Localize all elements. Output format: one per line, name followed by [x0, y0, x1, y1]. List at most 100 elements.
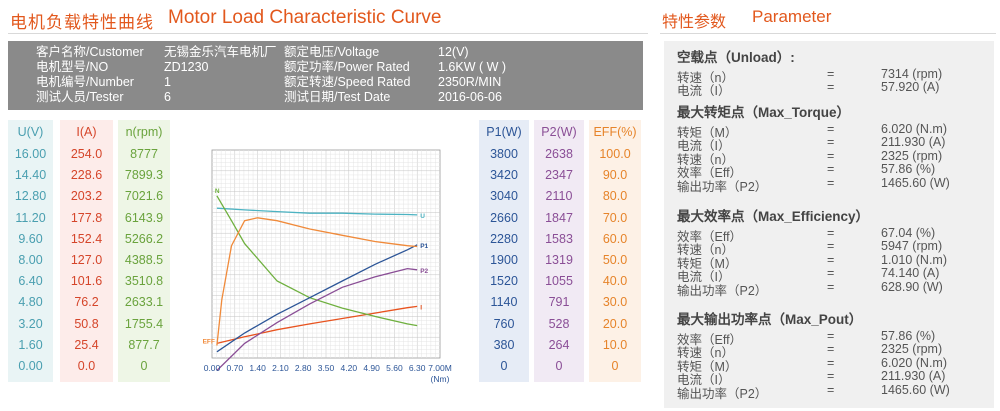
speed-label: 额定转速/Speed Rated: [284, 75, 411, 89]
parameter-key: 输出功率（P2）: [677, 283, 768, 298]
parameter-equals: =: [827, 122, 835, 136]
parameter-equals: =: [827, 148, 835, 163]
parameter-title-cn: 特性参数: [662, 14, 727, 31]
eff-scale-value: 90.0: [602, 168, 628, 183]
p1-scale-value: 2660: [490, 210, 518, 225]
chart-series: I U N P1 P2 EFF: [203, 188, 429, 371]
output-power-scale-column: P2(W) 2638 2347 2110 1847 1583 1319 1055 791 528 2…: [534, 120, 584, 382]
p1-scale-value: 1140: [490, 295, 518, 310]
tester-value: 6: [164, 90, 171, 104]
parameter-key: 转矩（M）: [677, 256, 738, 271]
power-value: 1.6KW ( W ): [438, 60, 507, 74]
parameter-key: 转速（n）: [677, 152, 734, 167]
parameter-value: 5947 (rpm): [881, 239, 943, 254]
n-scale-value: 2633.1: [124, 295, 164, 310]
parameter-divider: [660, 33, 996, 34]
p2-scale-value: 0: [555, 358, 563, 373]
customer-value: 无锡金乐汽车电机厂: [164, 45, 277, 59]
parameter-equals: =: [827, 342, 835, 357]
parameter-key: 转矩（M）: [677, 359, 738, 374]
i-scale-value: 0.0: [77, 358, 96, 373]
parameter-key: 转速（n）: [677, 346, 734, 361]
x-tick-label: 2.10: [272, 363, 289, 373]
p1-scale-value: 760: [493, 316, 515, 331]
header-divider: [8, 33, 648, 34]
n-scale-value: 3510.8: [124, 274, 164, 289]
p1-scale-value: 380: [493, 337, 515, 352]
x-tick-label: 4.20: [341, 363, 358, 373]
parameter-key: 转速（n）: [677, 71, 734, 85]
parameter-equals: =: [827, 279, 835, 294]
n-scale-value: 1755.4: [124, 316, 164, 331]
parameter-section-title: 最大输出功率点（Max_Pout）: [677, 312, 863, 327]
p2-scale-header: P2(W): [541, 125, 577, 139]
series-label-i: I: [420, 304, 422, 311]
parameter-equals: =: [827, 369, 835, 384]
parameter-equals: =: [827, 266, 835, 281]
page-title-cn: 电机负载特性曲线: [10, 13, 154, 32]
i-scale-value: 127.0: [70, 252, 103, 267]
series-label-p1: P1: [420, 243, 428, 250]
n-scale-value: 877.7: [128, 337, 160, 352]
parameter-row: 转矩（M） = 6.020 (N.m): [677, 122, 987, 140]
parameter-value: 74.140 (A): [881, 266, 940, 281]
series-label-eff: EFF: [203, 339, 215, 346]
n-scale-value: 5266.2: [124, 231, 164, 246]
p1-scale-value: 3040: [490, 189, 518, 204]
speed-value: 2350R/MIN: [438, 75, 502, 89]
p2-scale-value: 1847: [545, 210, 573, 225]
u-scale-header: U(V): [17, 125, 44, 139]
parameter-row: 转速（n） = 2325 (rpm): [677, 148, 987, 167]
parameter-row: 电流（I） = 57.920 (A): [677, 80, 987, 98]
eff-scale-value: 50.0: [602, 252, 628, 267]
p2-scale-value: 1583: [545, 231, 573, 246]
n-scale-header: n(rpm): [125, 125, 163, 139]
series-line-p1: [216, 244, 418, 353]
series-line-u: [216, 207, 418, 216]
power-label: 额定功率/Power Rated: [284, 60, 410, 74]
voltage-label: 额定电压/Voltage: [284, 45, 380, 59]
u-scale-value: 6.40: [18, 274, 43, 289]
u-scale-value: 3.20: [18, 316, 43, 331]
parameter-value: 2325 (rpm): [881, 148, 943, 163]
eff-scale-value: 30.0: [602, 295, 628, 310]
parameter-row: 输出功率（P2） = 1465.60 (W): [677, 175, 987, 194]
u-scale-value: 4.80: [18, 295, 43, 310]
parameter-row: 效率（Eff） = 67.04 (%): [677, 226, 987, 244]
parameter-value: 7314 (rpm): [881, 67, 943, 81]
eff-scale-value: 80.0: [602, 189, 628, 204]
parameter-equals: =: [827, 67, 835, 81]
voltage-scale-column: U(V) 16.00 14.40 12.80 11.20 9.60 8.00 6.40 4.80…: [8, 120, 53, 382]
eff-scale-value: 70.0: [602, 210, 628, 225]
parameter-key: 输出功率（P2）: [677, 179, 768, 194]
chart-grid: [211, 149, 441, 359]
parameter-equals: =: [827, 175, 835, 190]
series-label-n: N: [215, 188, 220, 195]
p2-scale-value: 528: [548, 316, 570, 331]
parameter-key: 效率（Eff）: [677, 333, 743, 347]
series-line-p2: [216, 267, 418, 371]
parameter-value: 1465.60 (W): [881, 382, 950, 397]
parameter-value: 628.90 (W): [881, 279, 943, 294]
parameter-panel: [664, 41, 994, 408]
parameter-equals: =: [827, 226, 835, 240]
model-label: 电机型号/NO: [36, 60, 109, 74]
voltage-value: 12(V): [438, 45, 469, 59]
n-scale-value: 6143.9: [124, 210, 164, 225]
x-axis-unit: (Nm): [431, 374, 450, 384]
parameter-value: 67.04 (%): [881, 226, 936, 240]
parameter-equals: =: [827, 355, 835, 370]
load-curve-chart: I U N P1 P2 EFF 0.00 0.70 1.40 2.10 2.80 3.50 4.20 4…: [203, 149, 452, 384]
p1-scale-value: 3420: [490, 168, 518, 183]
number-label: 电机编号/Number: [36, 75, 134, 89]
motor-info-panel: 客户名称/Customer 无锡金乐汽车电机厂 额定电压/Voltage 12(…: [8, 41, 643, 110]
i-scale-value: 101.6: [70, 274, 103, 289]
n-scale-value: 7899.3: [124, 168, 164, 183]
u-scale-value: 0.00: [18, 358, 43, 373]
u-scale-value: 14.40: [14, 168, 47, 183]
p1-scale-value: 0: [500, 358, 508, 373]
i-scale-header: I(A): [76, 125, 97, 139]
i-scale-value: 177.8: [70, 210, 103, 225]
x-tick-label: 1.40: [249, 363, 266, 373]
date-label: 测试日期/Test Date: [284, 90, 391, 104]
